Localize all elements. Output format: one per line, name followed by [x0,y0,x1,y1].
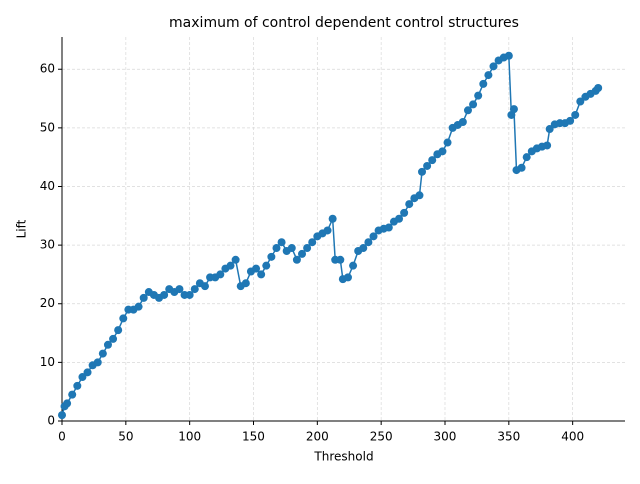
x-tick-label: 50 [118,430,133,444]
data-point [405,200,414,209]
data-point [328,214,337,223]
x-tick-label: 100 [178,430,201,444]
data-point [364,238,373,247]
data-point [469,100,478,109]
data-point [190,285,199,294]
data-point [484,71,493,80]
data-point [489,62,498,71]
data-point [576,97,585,106]
data-point [200,282,209,291]
y-tick-label: 10 [40,355,55,369]
data-point [522,153,531,162]
data-point [415,191,424,200]
data-point [252,264,261,273]
data-point [160,290,169,299]
data-point [231,255,240,264]
data-point [463,106,472,115]
x-tick-label: 350 [497,430,520,444]
data-point [423,161,432,170]
y-tick-label: 40 [40,179,55,193]
data-point [272,244,281,253]
data-point [336,255,345,264]
data-point [458,118,467,127]
data-point [303,244,312,253]
data-point [119,314,128,323]
data-point [443,138,452,147]
data-point [257,270,266,279]
data-point [349,261,358,270]
data-point [93,358,102,367]
data-point [343,273,352,282]
data-point [134,302,143,311]
y-tick-label: 0 [47,414,55,428]
data-point [438,147,447,156]
x-tick-label: 250 [370,430,393,444]
data-point [267,252,276,261]
data-point [226,261,235,270]
chart-title: maximum of control dependent control str… [169,15,519,31]
data-point [359,244,368,253]
data-point [517,163,526,172]
data-point [68,390,77,399]
x-tick-label: 400 [561,430,584,444]
data-point [400,208,409,217]
data-point [594,84,603,93]
data-point [83,368,92,377]
data-point [571,110,580,119]
data-point [139,293,148,302]
data-point [384,223,393,232]
data-point [185,290,194,299]
data-point [277,238,286,247]
data-point [369,232,378,241]
data-point [566,116,575,125]
data-point [323,226,332,235]
y-tick-label: 20 [40,296,55,310]
data-point [58,411,66,420]
y-tick-label: 50 [40,120,55,134]
x-tick-label: 200 [306,430,329,444]
data-point [73,381,82,390]
data-point [114,326,123,335]
data-point [287,244,296,253]
data-point [504,51,513,60]
x-tick-label: 150 [242,430,265,444]
x-tick-label: 300 [434,430,457,444]
data-point [545,125,554,134]
data-point [298,249,307,258]
data-point [103,340,112,349]
data-point [241,279,250,288]
data-point [175,285,184,294]
data-point [63,399,72,408]
data-point [428,156,437,165]
data-point [109,334,118,343]
y-tick-label: 60 [40,62,55,76]
data-point [418,167,427,176]
data-point [474,91,483,100]
data-point [292,255,301,264]
y-tick-label: 30 [40,238,55,252]
y-axis-label: Lift [15,219,29,238]
data-point [78,373,87,382]
data-point [509,105,518,114]
data-point [543,141,552,150]
x-axis-label: Threshold [313,450,373,464]
data-point [479,79,488,88]
data-point [395,214,404,223]
data-point [216,270,225,279]
data-point [262,261,271,270]
data-point [308,238,317,247]
data-point [98,349,107,358]
x-tick-label: 0 [58,430,66,444]
